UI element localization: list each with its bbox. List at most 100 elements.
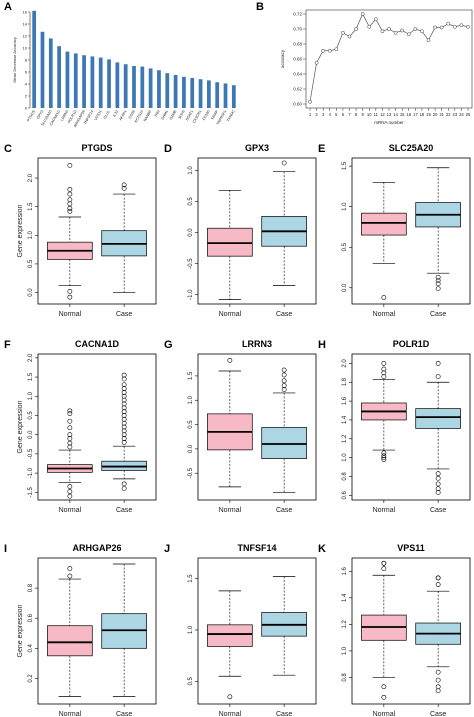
- bar: [223, 83, 228, 108]
- y-tick-label: -1.0: [188, 289, 194, 300]
- data-point: [439, 25, 444, 30]
- plot-frame: [37, 353, 157, 501]
- plot-frame: [351, 557, 471, 705]
- y-axis-label: Mean Decrease Accuracy: [12, 37, 17, 83]
- outlier-point: [435, 274, 441, 280]
- y-tick-label: 0.64: [293, 72, 302, 77]
- outlier-point: [381, 361, 387, 366]
- x-tick-label: 18: [420, 112, 425, 117]
- outlier-point: [281, 387, 287, 392]
- data-point: [446, 21, 451, 26]
- y-axis-label: Gene expression: [17, 604, 24, 657]
- outlier-point: [67, 432, 73, 438]
- x-tick-label: Normal: [373, 711, 396, 717]
- outlier-point: [67, 444, 73, 450]
- data-point: [373, 17, 378, 22]
- y-tick-label: 0.62: [293, 87, 302, 92]
- x-tick-label: 22: [446, 112, 451, 117]
- outlier-point: [381, 566, 387, 572]
- y-tick-label: -1.5: [28, 486, 34, 497]
- y-tick-label: 4: [25, 82, 28, 87]
- outlier-point: [67, 493, 73, 499]
- y-tick-label: 1.5: [28, 372, 34, 381]
- x-tick-label: Normal: [373, 311, 396, 318]
- outlier-point: [435, 677, 441, 683]
- bar: [173, 75, 178, 108]
- outlier-point: [67, 208, 73, 214]
- y-tick-label: 16: [23, 10, 28, 15]
- x-tick-label: GLUL: [103, 110, 111, 120]
- data-point: [321, 48, 326, 53]
- outlier-point: [121, 409, 127, 415]
- outlier-point: [121, 182, 127, 188]
- bar: [57, 46, 61, 108]
- y-tick-label: 1.0: [28, 230, 34, 239]
- x-tick-label: Normal: [219, 507, 242, 514]
- panel-b-line-chart: B0.600.620.640.660.680.700.721 2 3 4 5 6 7 8 9 10…: [256, 1, 473, 125]
- data-point: [466, 24, 470, 29]
- panel-label-i: I: [4, 543, 7, 555]
- x-tick-label: 11: [374, 112, 379, 117]
- outlier-point: [381, 560, 387, 566]
- y-tick-label: 0.5: [28, 411, 34, 420]
- outlier-point: [121, 405, 127, 411]
- y-tick-label: 1.4: [342, 415, 348, 424]
- outlier-point: [381, 295, 387, 300]
- x-tick-label: TXNDC: [226, 109, 236, 122]
- data-point: [387, 27, 391, 31]
- y-axis-label: Gene expression: [17, 400, 24, 453]
- outlier-point: [121, 390, 127, 395]
- data-point: [334, 47, 339, 52]
- y-tick-label: 1.2: [342, 620, 348, 629]
- box-case: [261, 427, 307, 459]
- outlier-point: [381, 453, 387, 459]
- panel-label-j: J: [164, 543, 170, 555]
- x-tick-label: TIRAP: [210, 109, 219, 121]
- outlier-point: [381, 374, 387, 380]
- panel-e-box-plot: E SLC25A20 0.0 0.5 1.0 1.5 Normal Case: [318, 143, 471, 318]
- y-tick-label: 0.6: [342, 490, 348, 499]
- data-point: [360, 12, 365, 16]
- y-tick-label: 0.0: [188, 228, 194, 237]
- outlier-point: [281, 378, 287, 384]
- bar: [165, 73, 170, 108]
- outlier-point: [435, 669, 441, 675]
- y-tick-label: 0: [25, 106, 28, 111]
- x-tick-label: TNFRSF1: [216, 109, 228, 125]
- outlier-point: [435, 575, 441, 581]
- outlier-point: [67, 418, 73, 424]
- y-tick-label: 0.4: [28, 643, 34, 652]
- outlier-point: [121, 185, 127, 191]
- y-tick-label: 14: [23, 22, 28, 27]
- outlier-point: [67, 191, 73, 197]
- bar: [115, 62, 120, 108]
- outlier-point: [381, 450, 387, 456]
- outlier-point: [435, 281, 441, 287]
- y-tick-label: 1.0: [342, 646, 348, 655]
- data-point: [327, 48, 332, 53]
- bar: [40, 31, 45, 108]
- x-tick-label: GZMB: [169, 109, 178, 121]
- outlier-point: [121, 376, 127, 382]
- outlier-point: [435, 486, 441, 492]
- outlier-point: [435, 688, 441, 694]
- outlier-point: [435, 286, 441, 291]
- x-tick-label: 19: [426, 112, 431, 117]
- panel-label-h: H: [318, 339, 326, 351]
- panel-a-bar-chart: A 0 2 4 6 8 10 12 14 16 Mean Decrease Accuracy PTGD…: [4, 1, 236, 128]
- y-tick-label: 0.5: [342, 242, 348, 251]
- outlier-point: [281, 367, 287, 373]
- outlier-point: [67, 425, 73, 431]
- x-tick-label: 7: [348, 112, 351, 117]
- x-tick-label: KCTD10: [134, 109, 144, 123]
- y-tick-label: 1.2: [342, 434, 348, 443]
- y-tick-label: 0.6: [28, 613, 34, 622]
- panel-title: TNFSF14: [237, 543, 276, 553]
- x-tick-label: DNM1: [161, 110, 170, 121]
- x-tick-label: 6: [342, 112, 345, 117]
- x-tick-label: Case: [276, 507, 292, 514]
- y-tick-label: 0.60: [293, 102, 302, 107]
- y-tick-label: -0.5: [188, 258, 194, 269]
- y-tick-label: 1.0: [188, 166, 194, 175]
- bar: [98, 57, 103, 108]
